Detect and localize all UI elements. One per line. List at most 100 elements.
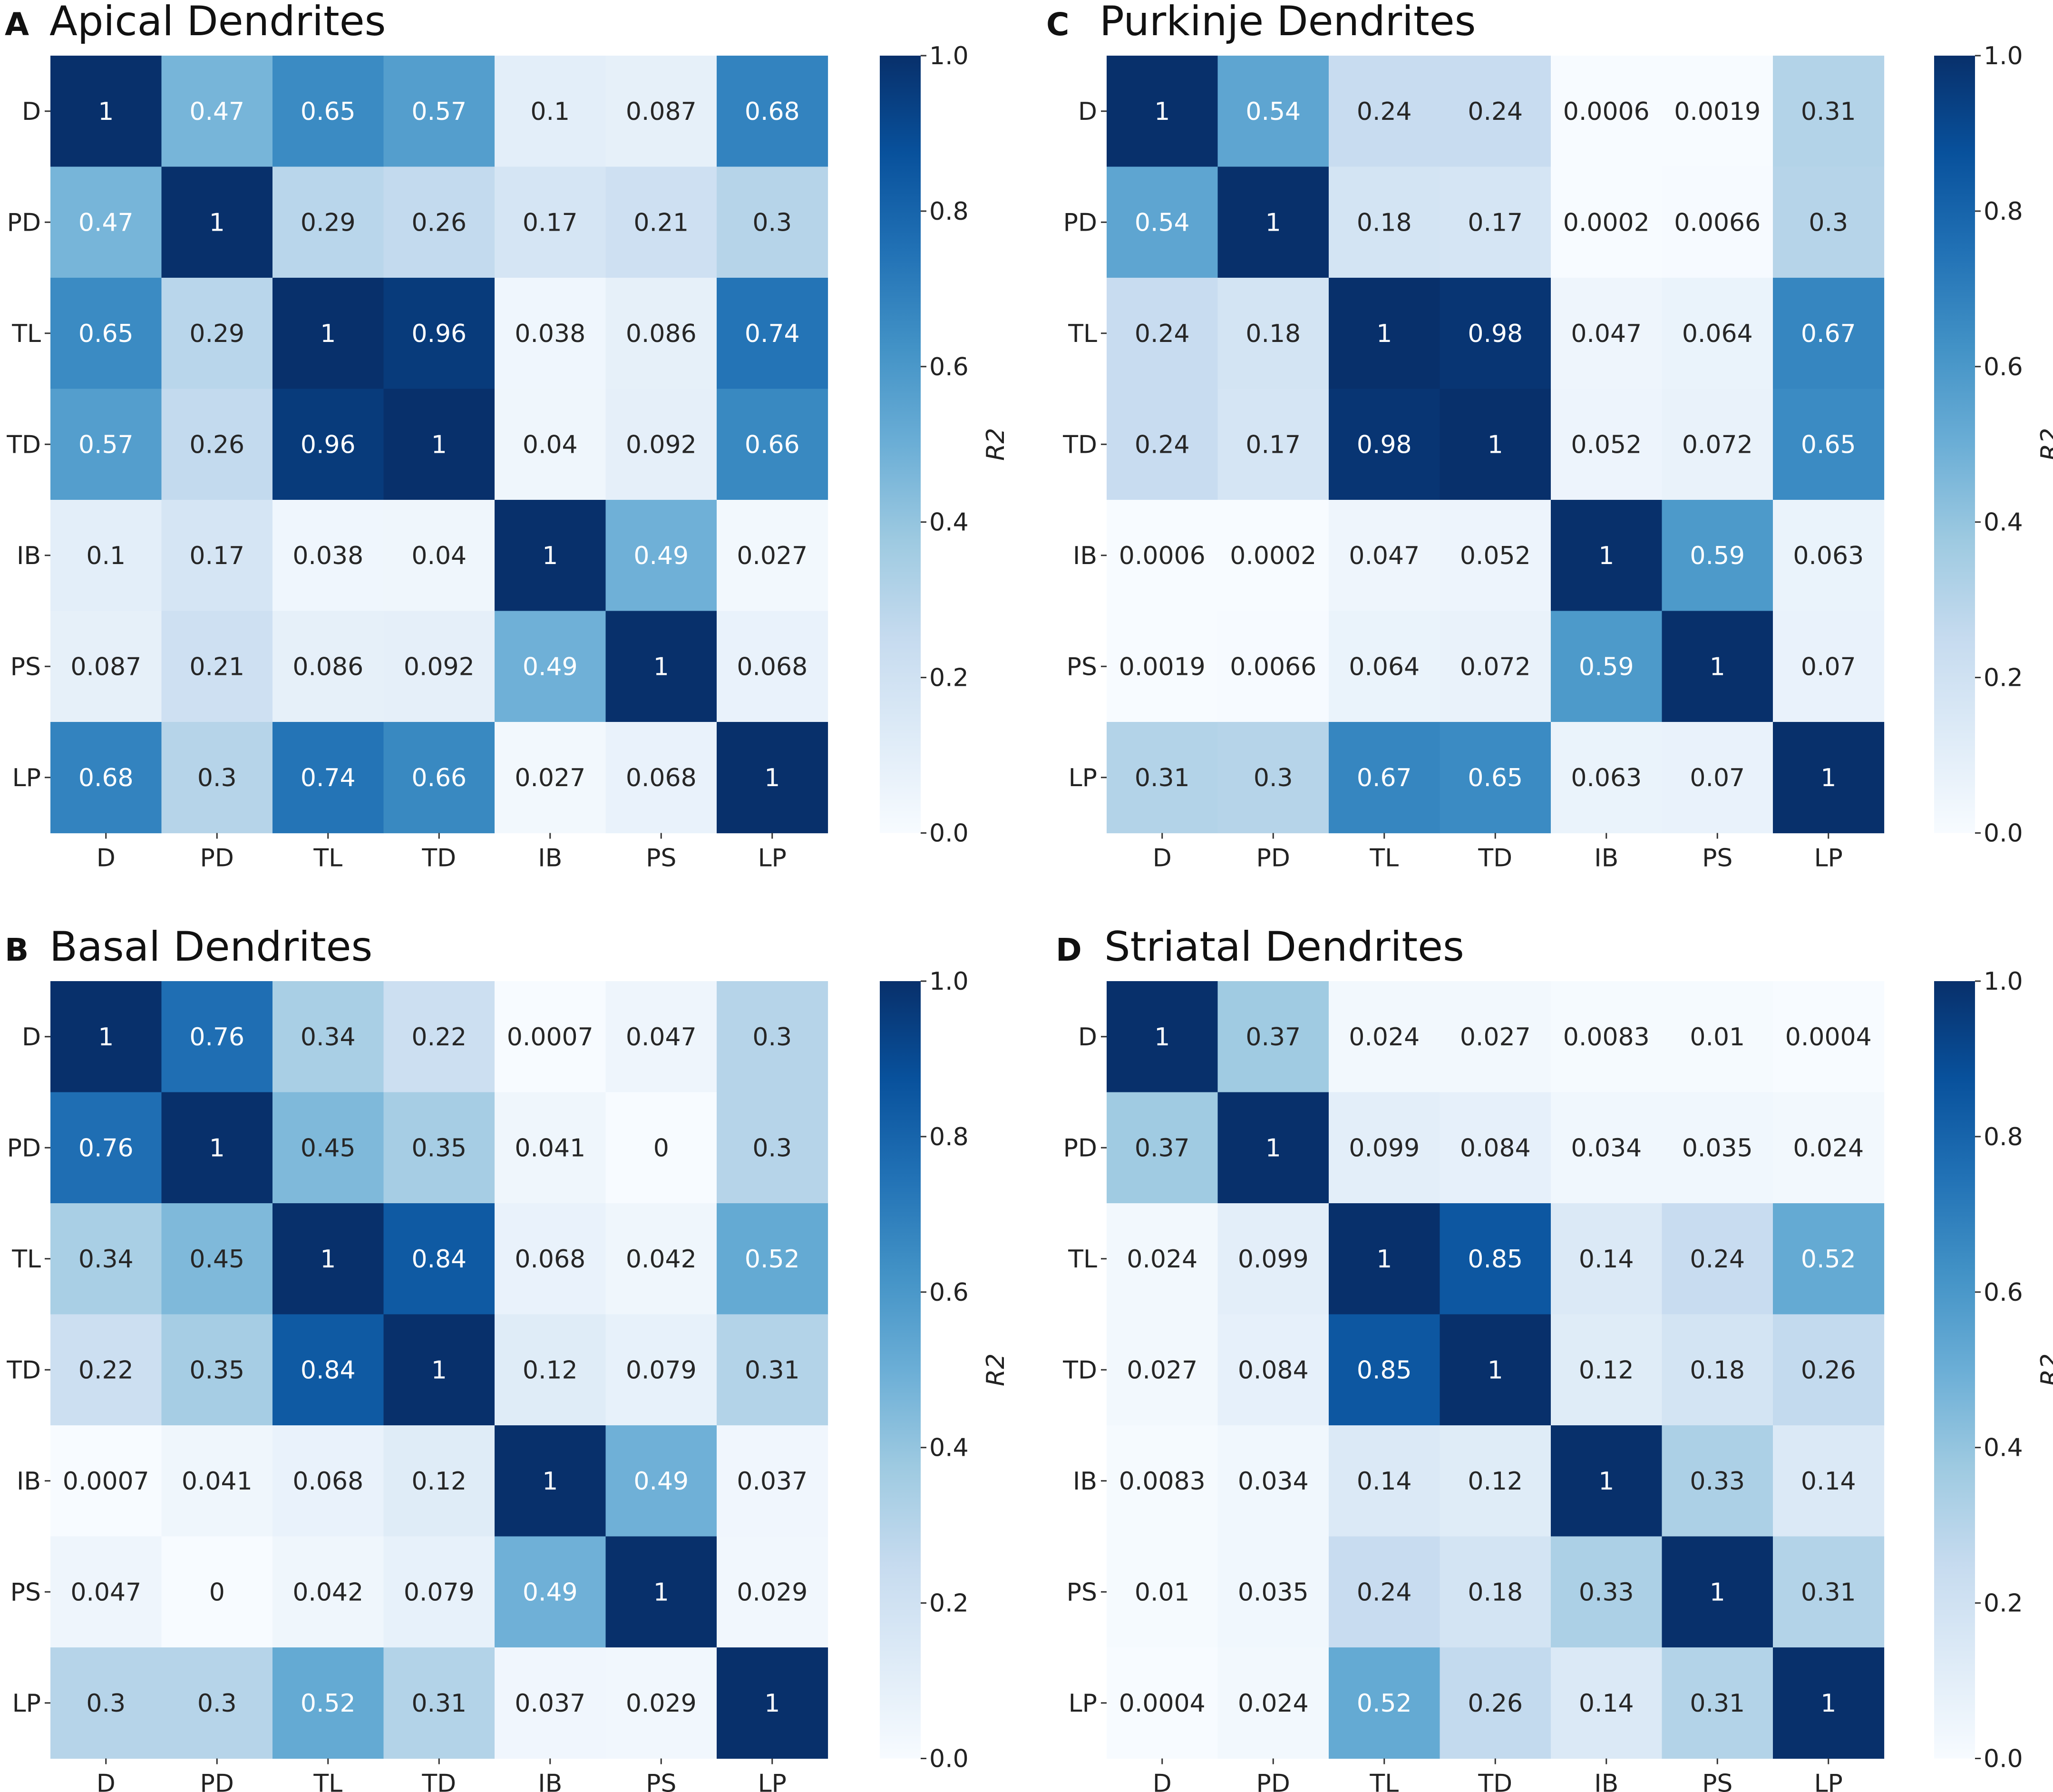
heatmap-cell bbox=[1662, 278, 1773, 390]
cell-value-label: 0.85 bbox=[1468, 1245, 1523, 1274]
heatmap-cell bbox=[1107, 500, 1218, 612]
heatmap-cell bbox=[717, 1314, 828, 1426]
cell-value-label: 0.52 bbox=[1357, 1689, 1412, 1718]
heatmap-cell bbox=[1217, 1314, 1329, 1426]
heatmap-cell bbox=[1551, 56, 1663, 167]
cell-value-label: 0.59 bbox=[1690, 542, 1745, 570]
colorbar-tick-label: 0.0 bbox=[929, 819, 969, 848]
cell-value-label: 0.14 bbox=[1357, 1467, 1412, 1496]
cell-value-label: 0.35 bbox=[189, 1356, 244, 1384]
heatmap-cell bbox=[50, 389, 162, 500]
heatmap-cell bbox=[1773, 611, 1885, 722]
heatmap-cell bbox=[717, 166, 828, 278]
heatmap-cell bbox=[495, 1203, 606, 1315]
cell-value-label: 0.047 bbox=[70, 1578, 141, 1607]
heatmap-cell bbox=[50, 500, 162, 612]
heatmap-cell bbox=[1551, 1536, 1663, 1648]
heatmap-cell bbox=[272, 1425, 384, 1537]
cell-value-label: 0.0066 bbox=[1674, 208, 1761, 237]
x-tick-label: D bbox=[1153, 1770, 1172, 1792]
colorbar-tick-label: 0.8 bbox=[929, 1123, 969, 1151]
cell-value-label: 0.0007 bbox=[507, 1023, 594, 1052]
y-tick-label: TD bbox=[1062, 1356, 1097, 1384]
heatmap-cell bbox=[50, 1314, 162, 1426]
heatmap-cell bbox=[1440, 56, 1551, 167]
heatmap-cell bbox=[50, 1647, 162, 1759]
cell-value-label: 0.49 bbox=[523, 653, 578, 681]
heatmap-cell bbox=[605, 722, 717, 834]
heatmap-cell bbox=[1773, 278, 1885, 390]
heatmap-cell bbox=[1551, 166, 1663, 278]
y-tick-label: PS bbox=[1067, 1578, 1097, 1607]
heatmap-cell bbox=[1107, 1536, 1218, 1648]
heatmap-cell bbox=[1217, 500, 1329, 612]
heatmap-cell bbox=[605, 1092, 717, 1204]
cell-value-label: 0.034 bbox=[1571, 1134, 1642, 1162]
heatmap-cell bbox=[1107, 278, 1218, 390]
heatmap-cell bbox=[495, 56, 606, 167]
heatmap-cell bbox=[272, 166, 384, 278]
cell-value-label: 0.52 bbox=[301, 1689, 356, 1718]
y-tick-label: TL bbox=[11, 1245, 41, 1274]
y-tick-label: LP bbox=[1069, 1689, 1097, 1718]
heatmap-cell bbox=[1551, 1092, 1663, 1204]
cell-value-label: 0.038 bbox=[515, 320, 585, 348]
heatmap-cell bbox=[1329, 981, 1440, 1093]
cell-value-label: 0.49 bbox=[523, 1578, 578, 1607]
heatmap-cell bbox=[1329, 722, 1440, 834]
heatmap-cell bbox=[272, 1203, 384, 1315]
heatmap-cell bbox=[50, 611, 162, 722]
heatmap-cell bbox=[383, 1647, 495, 1759]
panel-letter: B bbox=[5, 932, 29, 968]
y-tick-label: PS bbox=[1067, 653, 1097, 681]
cell-value-label: 0.042 bbox=[292, 1578, 363, 1607]
cell-value-label: 0.086 bbox=[292, 653, 363, 681]
heatmap-cell bbox=[1551, 1314, 1663, 1426]
y-tick-label: LP bbox=[12, 1689, 41, 1718]
heatmap-cell bbox=[1662, 1203, 1773, 1315]
cell-value-label: 0.04 bbox=[411, 542, 467, 570]
heatmap-cell bbox=[1329, 389, 1440, 500]
cell-value-label: 0.024 bbox=[1238, 1689, 1309, 1718]
cell-value-label: 0.3 bbox=[1254, 764, 1293, 792]
y-tick-label: D bbox=[1078, 97, 1097, 126]
colorbar-tick-label: 0.0 bbox=[1984, 819, 2023, 848]
cell-value-label: 1 bbox=[1710, 653, 1725, 681]
cell-value-label: 0.0019 bbox=[1119, 653, 1206, 681]
panel-title: Striatal Dendrites bbox=[1104, 923, 1464, 971]
cell-value-label: 0.084 bbox=[1460, 1134, 1531, 1162]
heatmap-cell bbox=[272, 611, 384, 722]
heatmap-cell bbox=[1662, 722, 1773, 834]
heatmap-cell bbox=[1217, 1647, 1329, 1759]
cell-value-label: 0.31 bbox=[1801, 1578, 1856, 1607]
cell-value-label: 0.68 bbox=[78, 764, 134, 792]
heatmap-cell bbox=[50, 1092, 162, 1204]
cell-value-label: 0.54 bbox=[1135, 208, 1190, 237]
heatmap-cell bbox=[1551, 278, 1663, 390]
x-tick-label: TD bbox=[1478, 1770, 1512, 1792]
colorbar-tick-label: 1.0 bbox=[1984, 42, 2023, 70]
heatmap-cell bbox=[1662, 981, 1773, 1093]
cell-value-label: 0.34 bbox=[78, 1245, 134, 1274]
colorbar bbox=[1934, 981, 1975, 1759]
cell-value-label: 0.67 bbox=[1357, 764, 1412, 792]
cell-value-label: 0.068 bbox=[626, 764, 697, 792]
cell-value-label: 1 bbox=[431, 1356, 447, 1384]
cell-value-label: 1 bbox=[431, 430, 447, 459]
y-tick-label: TD bbox=[1062, 430, 1097, 459]
cell-value-label: 0.14 bbox=[1579, 1689, 1634, 1718]
cell-value-label: 0.65 bbox=[1801, 430, 1856, 459]
cell-value-label: 1 bbox=[1488, 1356, 1503, 1384]
heatmap-cell bbox=[1440, 1536, 1551, 1648]
heatmap-cell bbox=[1440, 389, 1551, 500]
cell-value-label: 0.34 bbox=[301, 1023, 356, 1052]
heatmap-cell bbox=[1217, 166, 1329, 278]
heatmap-cell bbox=[1773, 500, 1885, 612]
y-tick-label: D bbox=[1078, 1023, 1097, 1052]
heatmap-cell bbox=[1329, 1314, 1440, 1426]
heatmap-cell bbox=[1440, 166, 1551, 278]
colorbar-tick-label: 0.2 bbox=[929, 1589, 969, 1618]
colorbar-tick-label: 0.4 bbox=[1984, 508, 2023, 537]
heatmap-cell bbox=[1440, 611, 1551, 722]
cell-value-label: 0.21 bbox=[633, 208, 689, 237]
